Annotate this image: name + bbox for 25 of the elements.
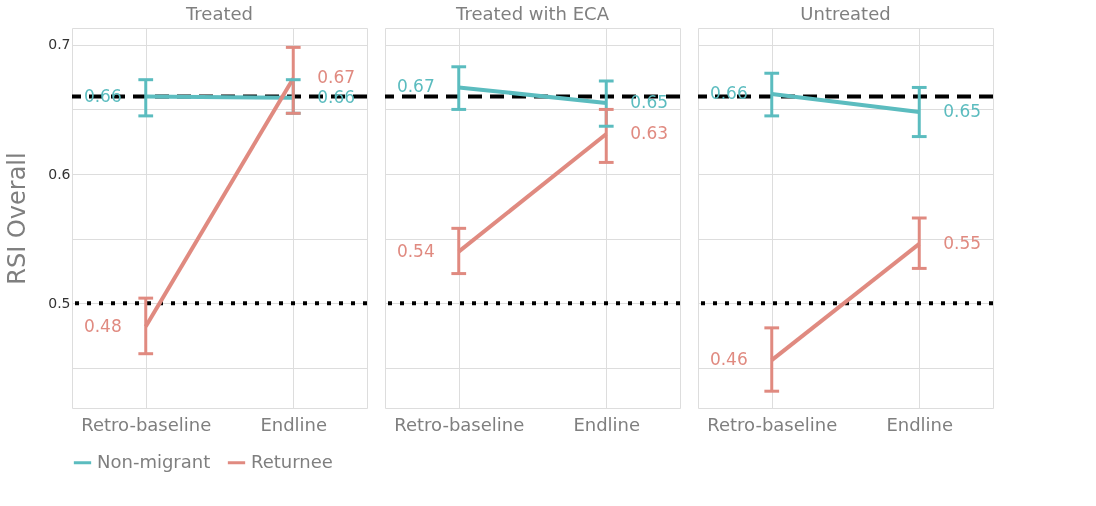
- y-axis-title: RSI Overall: [3, 152, 32, 285]
- legend-label: Non-migrant: [97, 450, 211, 472]
- legend-label: Returnee: [251, 450, 333, 472]
- y-tick-label: 0.7: [48, 36, 71, 53]
- data-label: 0.67: [396, 76, 435, 97]
- x-tick-label: Endline: [886, 413, 954, 435]
- x-tick-label: Endline: [573, 413, 641, 435]
- x-tick-label: Retro-baseline: [81, 413, 212, 435]
- data-label: 0.55: [943, 232, 982, 253]
- data-label: 0.66: [317, 86, 356, 107]
- chart-title: Treated with ECA: [455, 3, 610, 24]
- data-label: 0.48: [83, 315, 122, 336]
- x-tick-label: Retro-baseline: [394, 413, 525, 435]
- y-tick-label: 0.6: [48, 165, 71, 182]
- x-tick-label: Retro-baseline: [707, 413, 838, 435]
- y-tick-label: 0.5: [48, 294, 71, 311]
- chart-title: Treated: [184, 3, 254, 24]
- data-label: 0.65: [630, 91, 669, 112]
- data-label: 0.46: [709, 349, 748, 370]
- data-label: 0.54: [396, 240, 435, 261]
- x-tick-label: Endline: [260, 413, 328, 435]
- data-label: 0.63: [630, 122, 669, 143]
- data-label: 0.67: [317, 67, 356, 88]
- data-label: 0.65: [943, 101, 982, 122]
- chart-title: Untreated: [800, 3, 891, 24]
